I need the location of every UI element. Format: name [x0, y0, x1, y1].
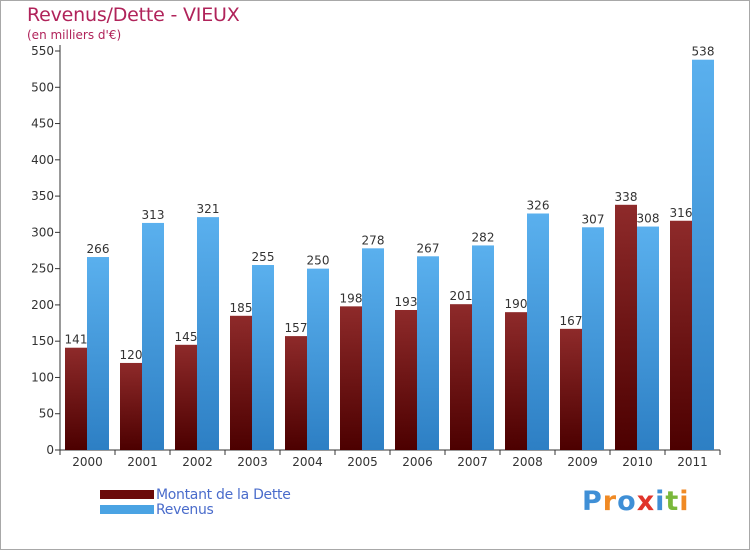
- bar-revenus: [472, 245, 494, 450]
- bar-debt: [230, 315, 252, 450]
- data-labels: 141 120 145 185 157 198 193 201 190 167 338 316 266 3…: [65, 45, 715, 362]
- y-tick-label: 250: [31, 262, 54, 276]
- logo-letter: x: [636, 486, 656, 517]
- data-label: 338: [615, 190, 638, 204]
- y-tick-label: 0: [46, 443, 54, 457]
- x-tick-label: 2002: [182, 455, 213, 469]
- bar-revenus: [197, 217, 219, 450]
- data-label: 282: [472, 230, 495, 244]
- data-label: 141: [65, 333, 88, 347]
- bar-debt: [340, 306, 362, 450]
- logo-letter: t: [665, 486, 680, 517]
- x-tick-label: 2011: [677, 455, 708, 469]
- data-label: 278: [362, 233, 385, 247]
- y-tick-label: 450: [31, 117, 54, 131]
- bars: [65, 59, 714, 451]
- bar-debt: [175, 344, 197, 450]
- data-label: 120: [120, 348, 143, 362]
- data-label: 190: [505, 297, 528, 311]
- y-tick-label: 400: [31, 153, 54, 167]
- data-label: 326: [527, 199, 550, 213]
- y-tick-label: 50: [39, 407, 54, 421]
- legend: Montant de la Dette Revenus: [100, 486, 291, 518]
- x-tick-label: 2005: [347, 455, 378, 469]
- bar-revenus: [142, 222, 164, 450]
- data-label: 266: [87, 242, 110, 256]
- bar-revenus: [362, 248, 384, 450]
- bar-debt: [65, 347, 87, 450]
- data-label: 316: [670, 206, 693, 220]
- data-label: 267: [417, 241, 440, 255]
- bar-revenus: [527, 213, 549, 450]
- data-label: 201: [450, 289, 473, 303]
- bar-debt: [560, 328, 582, 450]
- data-label: 313: [142, 208, 165, 222]
- bar-debt: [395, 309, 417, 450]
- bar-debt: [505, 312, 527, 450]
- data-label: 308: [637, 212, 660, 226]
- data-label: 255: [252, 250, 275, 264]
- legend-label-revenus: Revenus: [156, 501, 214, 518]
- x-tick-label: 2008: [512, 455, 543, 469]
- logo-letter: i: [679, 486, 690, 517]
- data-label: 321: [197, 202, 220, 216]
- bar-revenus: [692, 59, 714, 451]
- legend-swatch-revenus: [100, 505, 154, 514]
- legend-item-debt: Montant de la Dette: [100, 486, 291, 503]
- x-tick-label: 2007: [457, 455, 488, 469]
- logo-letter: o: [617, 486, 637, 517]
- bar-revenus: [637, 226, 659, 450]
- data-label: 198: [340, 291, 363, 305]
- data-label: 307: [582, 212, 605, 226]
- y-tick-label: 350: [31, 189, 54, 203]
- bar-debt: [450, 304, 472, 450]
- axes: 0 50 100 150 200 250 300 350 400 450 500 550 2000 200…: [31, 44, 721, 469]
- x-tick-label: 2004: [292, 455, 323, 469]
- y-tick-label: 200: [31, 298, 54, 312]
- data-label: 145: [175, 330, 198, 344]
- legend-swatch-debt: [100, 490, 154, 499]
- bar-revenus: [417, 256, 439, 450]
- bar-revenus: [307, 268, 329, 450]
- y-axis-unit-label: (en milliers d'€): [27, 28, 122, 42]
- data-label: 167: [560, 314, 583, 328]
- logo-letter: r: [602, 486, 618, 517]
- legend-label-debt: Montant de la Dette: [156, 486, 291, 503]
- data-label: 193: [395, 295, 418, 309]
- bar-revenus: [582, 227, 604, 450]
- y-tick-label: 550: [31, 44, 54, 58]
- y-tick-label: 500: [31, 80, 54, 94]
- bar-debt: [615, 204, 637, 450]
- y-tick-label: 150: [31, 334, 54, 348]
- data-label: 538: [692, 45, 715, 59]
- bar-debt: [285, 336, 307, 450]
- x-tick-label: 2003: [237, 455, 268, 469]
- bar-debt: [120, 362, 142, 450]
- chart-title: Revenus/Dette - VIEUX: [27, 4, 240, 26]
- x-tick-label: 2006: [402, 455, 433, 469]
- bar-revenus: [87, 257, 109, 450]
- bar-revenus: [252, 265, 274, 450]
- bar-debt: [670, 220, 692, 450]
- data-label: 185: [230, 301, 253, 315]
- y-tick-label: 100: [31, 370, 54, 384]
- data-label: 250: [307, 254, 330, 268]
- proxiti-logo: Proxiti: [582, 486, 690, 517]
- x-tick-label: 2000: [72, 455, 103, 469]
- x-tick-label: 2001: [127, 455, 158, 469]
- y-tick-label: 300: [31, 225, 54, 239]
- legend-item-revenus: Revenus: [100, 501, 291, 518]
- data-label: 157: [285, 321, 308, 335]
- x-tick-label: 2010: [622, 455, 653, 469]
- logo-letter: i: [655, 486, 666, 517]
- x-tick-label: 2009: [567, 455, 598, 469]
- logo-letter: P: [582, 486, 603, 517]
